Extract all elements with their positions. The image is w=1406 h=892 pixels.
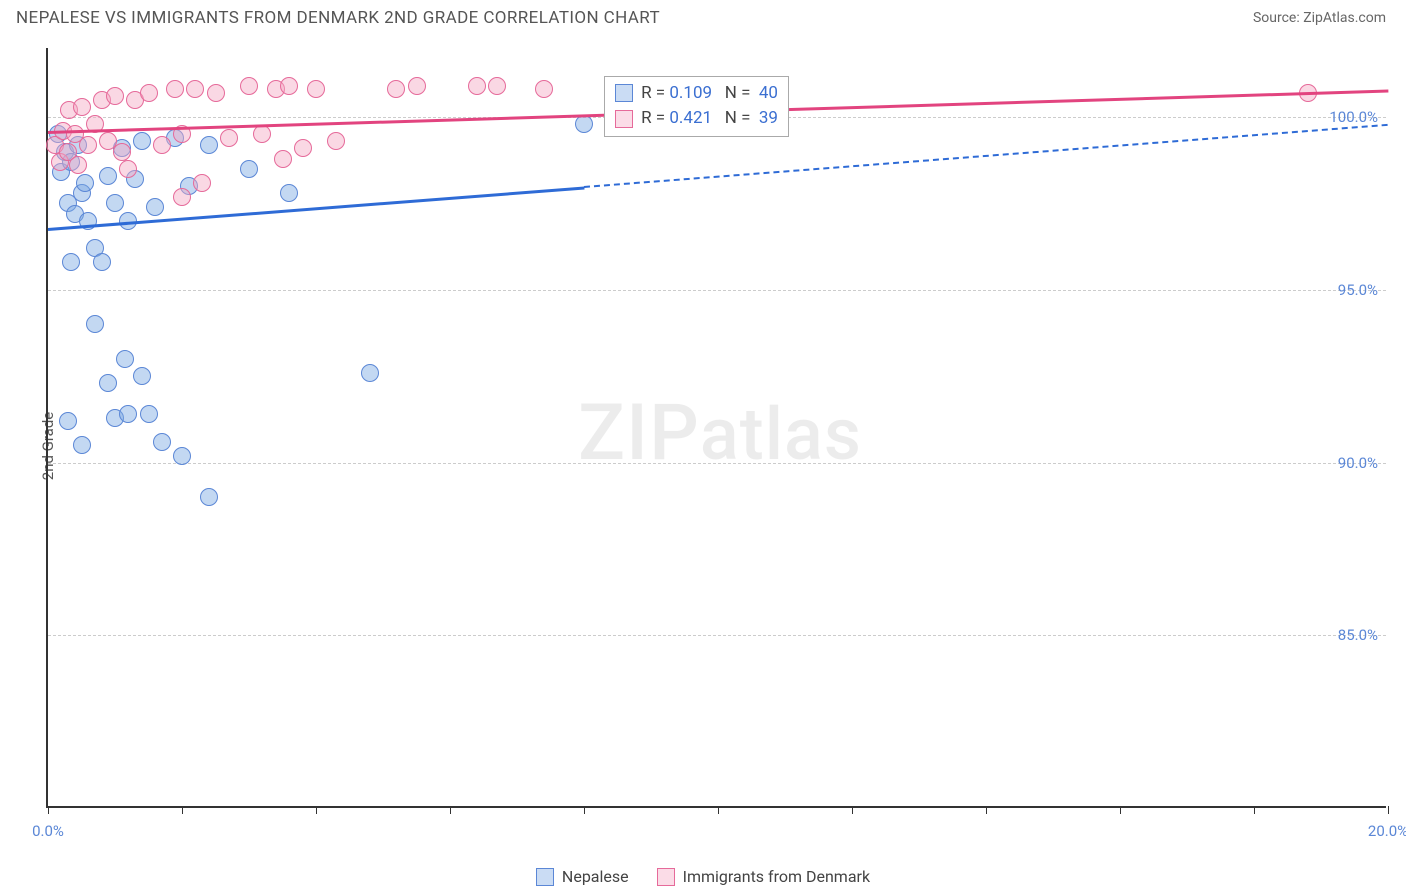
scatter-point [173,188,191,206]
stats-swatch [615,84,633,102]
scatter-point [200,136,218,154]
scatter-point [86,315,104,333]
scatter-point [488,77,506,95]
gridline [48,290,1386,291]
x-tick-label: 20.0% [1368,822,1406,840]
stats-box: R = 0.109 N = 40R = 0.421 N = 39 [604,76,789,137]
gridline [48,635,1386,636]
legend-label: Nepalese [562,867,629,886]
scatter-point [294,139,312,157]
scatter-point [327,132,345,150]
stats-row: R = 0.421 N = 39 [615,106,778,132]
x-tick-mark [584,806,585,814]
scatter-point [69,156,87,174]
x-tick-mark [1388,806,1389,814]
legend-item-nepalese: Nepalese [536,867,629,886]
legend-swatch-pink [657,868,675,886]
trend-line [48,186,584,230]
watermark: ZIPatlas [578,388,862,479]
scatter-point [173,447,191,465]
x-tick-mark [986,806,987,814]
x-tick-mark [1120,806,1121,814]
scatter-point [140,84,158,102]
scatter-point [240,77,258,95]
legend-item-denmark: Immigrants from Denmark [657,867,870,886]
scatter-point [140,405,158,423]
scatter-point [73,98,91,116]
y-tick-label: 90.0% [1338,454,1378,472]
legend-label: Immigrants from Denmark [683,867,870,886]
legend-swatch-blue [536,868,554,886]
x-tick-mark [1254,806,1255,814]
scatter-point [59,412,77,430]
scatter-point [113,143,131,161]
scatter-point [79,136,97,154]
scatter-point [575,115,593,133]
scatter-point [119,160,137,178]
scatter-point [119,405,137,423]
scatter-point [146,198,164,216]
scatter-point [166,80,184,98]
x-tick-mark [316,806,317,814]
scatter-point [253,125,271,143]
chart-title: NEPALESE VS IMMIGRANTS FROM DENMARK 2ND … [16,8,660,28]
chart-header: NEPALESE VS IMMIGRANTS FROM DENMARK 2ND … [0,0,1406,32]
scatter-point [193,174,211,192]
scatter-point [280,77,298,95]
scatter-point [93,253,111,271]
scatter-point [207,84,225,102]
scatter-point [133,367,151,385]
x-tick-mark [182,806,183,814]
scatter-point [240,160,258,178]
scatter-point [62,253,80,271]
scatter-point [153,136,171,154]
plot-area: ZIPatlas 85.0%90.0%95.0%100.0%0.0%20.0%R… [46,48,1386,808]
y-tick-label: 95.0% [1338,281,1378,299]
chart-source: Source: ZipAtlas.com [1253,10,1386,26]
scatter-point [99,167,117,185]
scatter-point [200,488,218,506]
scatter-point [106,87,124,105]
legend: Nepalese Immigrants from Denmark [0,867,1406,886]
scatter-point [76,174,94,192]
gridline [48,463,1386,464]
x-tick-mark [48,806,49,814]
stats-swatch [615,110,633,128]
scatter-point [106,194,124,212]
scatter-point [116,350,134,368]
scatter-point [99,374,117,392]
x-tick-mark [450,806,451,814]
y-tick-label: 100.0% [1329,108,1378,126]
scatter-point [220,129,238,147]
stats-row: R = 0.109 N = 40 [615,81,778,107]
scatter-point [280,184,298,202]
x-tick-label: 0.0% [32,822,64,840]
scatter-point [73,436,91,454]
scatter-point [361,364,379,382]
y-tick-label: 85.0% [1338,626,1378,644]
scatter-point [153,433,171,451]
scatter-point [387,80,405,98]
x-tick-mark [852,806,853,814]
scatter-point [535,80,553,98]
scatter-point [408,77,426,95]
scatter-point [133,132,151,150]
x-tick-mark [718,806,719,814]
scatter-point [468,77,486,95]
scatter-point [186,80,204,98]
scatter-point [274,150,292,168]
scatter-point [307,80,325,98]
